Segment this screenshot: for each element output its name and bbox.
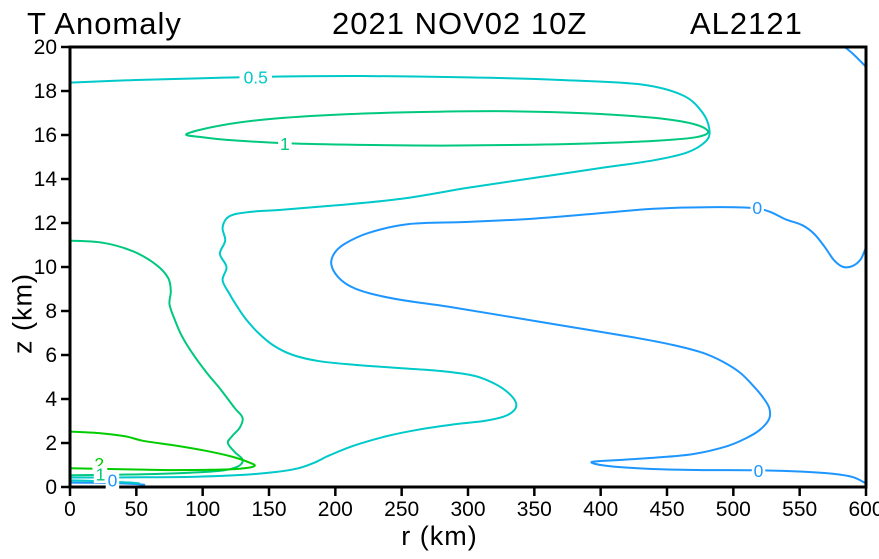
x-tick-label: 600 xyxy=(848,498,879,521)
y-tick-label: 10 xyxy=(34,256,57,279)
contour-label-mask xyxy=(278,135,292,153)
contour-label-mask xyxy=(239,68,272,86)
y-tick-label: 8 xyxy=(45,300,57,323)
y-tick-label: 2 xyxy=(45,432,57,455)
x-tick-label: 550 xyxy=(782,498,817,521)
y-tick-label: 14 xyxy=(34,168,58,191)
y-tick-label: 0 xyxy=(45,476,57,499)
plot-title-storm-id: AL2121 xyxy=(690,6,803,41)
y-tick-label: 20 xyxy=(34,36,57,59)
x-tick-label: 300 xyxy=(450,498,485,521)
contour-label-1: 1 xyxy=(280,134,290,154)
contour-label-0: 0 xyxy=(754,461,764,481)
contour-label-mask xyxy=(105,471,120,489)
contour-line-zero-main xyxy=(330,206,867,485)
x-tick-label: 400 xyxy=(583,498,618,521)
x-tick-label: 450 xyxy=(649,498,684,521)
y-tick-label: 4 xyxy=(45,388,57,411)
x-tick-label: 250 xyxy=(384,498,419,521)
x-tick-label: 0 xyxy=(64,498,76,521)
contour-label-1: 1 xyxy=(96,465,106,485)
contour-line-zero-top-right-corner xyxy=(843,46,867,68)
contour-label-0: 0 xyxy=(752,198,762,218)
x-tick-label: 350 xyxy=(517,498,552,521)
contour-label-0.5: 0.5 xyxy=(244,67,268,87)
contour-label-2: 2 xyxy=(94,454,104,474)
x-tick-label: 200 xyxy=(318,498,353,521)
x-tick-label: 150 xyxy=(251,498,286,521)
contour-label-0: 0 xyxy=(108,470,118,490)
x-tick-label: 500 xyxy=(716,498,751,521)
y-axis-title: z (km) xyxy=(7,273,38,354)
contour-line-one-upper-lens xyxy=(185,110,710,147)
y-tick-label: 12 xyxy=(34,212,57,235)
plot-frame xyxy=(68,45,868,489)
plot-title-datetime: 2021 NOV02 10Z xyxy=(332,6,588,41)
contour-line-half-main xyxy=(69,74,711,479)
contour-label-mask xyxy=(750,199,764,217)
contour-label-mask xyxy=(751,462,766,480)
x-axis-title: r (km) xyxy=(401,521,478,551)
y-tick-label: 16 xyxy=(34,124,57,147)
plot-title-variable: T Anomaly xyxy=(27,6,182,41)
contour-line-two-low-level xyxy=(69,430,256,472)
contour-line-one-inner-core xyxy=(69,239,244,477)
y-tick-label: 18 xyxy=(34,80,57,103)
x-tick-label: 100 xyxy=(185,498,220,521)
y-tick-label: 6 xyxy=(45,344,57,367)
contour-label-mask xyxy=(93,466,108,484)
x-tick-label: 50 xyxy=(125,498,148,521)
